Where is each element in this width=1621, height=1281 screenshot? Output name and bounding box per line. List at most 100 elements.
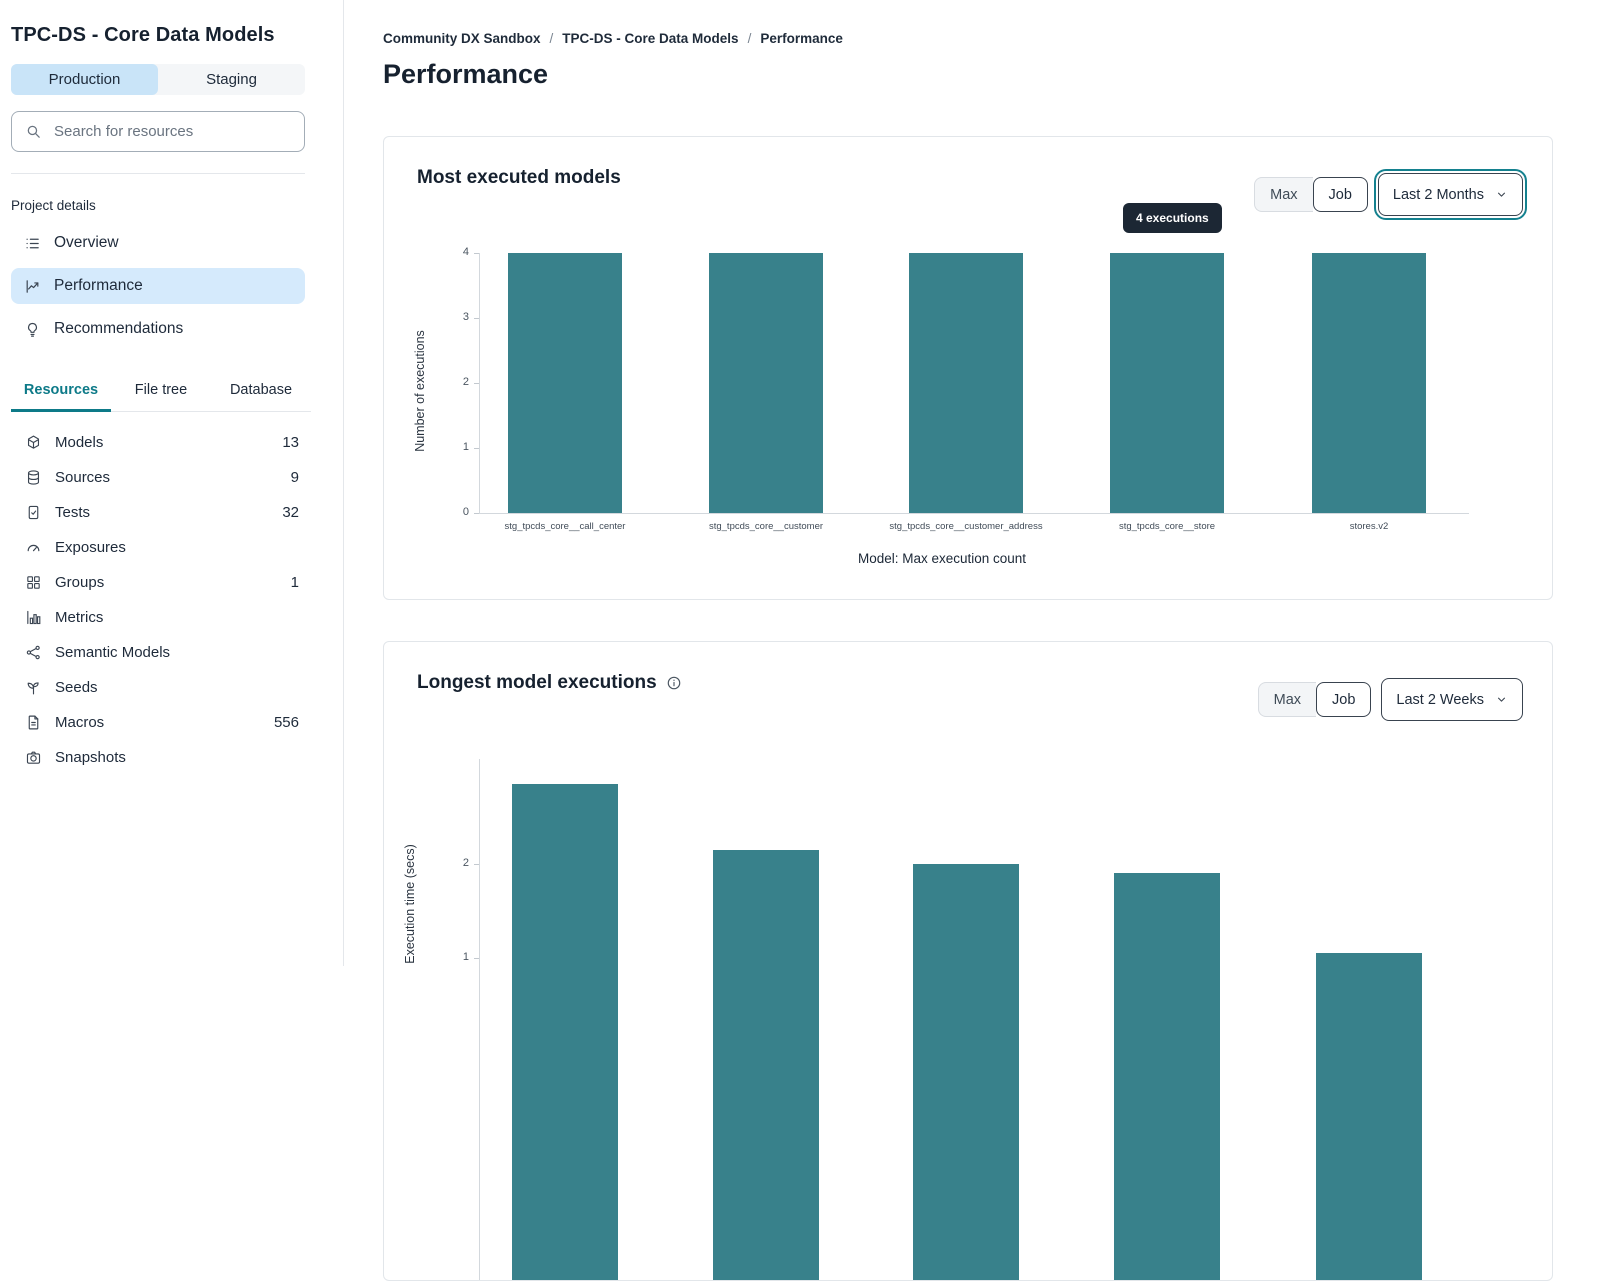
- sidebar-divider: [11, 173, 305, 174]
- chart-bar[interactable]: [508, 253, 622, 513]
- y-axis-line: [479, 253, 480, 513]
- y-tick-mark: [474, 513, 479, 514]
- nav-item-overview[interactable]: Overview: [11, 225, 305, 261]
- tooltip-text: 4 executions: [1136, 211, 1209, 225]
- line-chart-icon: [24, 278, 41, 295]
- lightbulb-icon: [24, 321, 41, 338]
- x-tick-label: stg_tpcds_core__store: [1118, 521, 1216, 532]
- y-tick-mark: [474, 318, 479, 319]
- resource-label: Groups: [55, 574, 105, 591]
- nav-item-recommendations[interactable]: Recommendations: [11, 311, 305, 347]
- resource-label: Tests: [55, 504, 91, 521]
- breadcrumb: Community DX Sandbox / TPC-DS - Core Dat…: [383, 31, 843, 46]
- clipboard-check-icon: [25, 504, 42, 521]
- environment-toggle: Production Staging: [11, 64, 305, 95]
- chevron-down-icon: [1495, 693, 1508, 706]
- list-icon: [24, 235, 41, 252]
- chart-bar[interactable]: [909, 253, 1023, 513]
- resource-item-metrics[interactable]: Metrics: [11, 600, 311, 635]
- resource-item-exposures[interactable]: Exposures: [11, 530, 311, 565]
- resource-search[interactable]: [11, 111, 305, 152]
- resource-label: Exposures: [55, 539, 126, 556]
- nav-item-label: Recommendations: [54, 320, 184, 337]
- resource-item-seeds[interactable]: Seeds: [11, 670, 311, 705]
- resource-count: 13: [282, 434, 299, 451]
- nav-item-label: Overview: [54, 234, 119, 251]
- chart-bar[interactable]: [512, 784, 618, 1280]
- grid-icon: [25, 574, 42, 591]
- resource-item-groups[interactable]: Groups 1: [11, 565, 311, 600]
- chart-title-text: Most executed models: [417, 167, 621, 188]
- info-icon[interactable]: [666, 675, 682, 691]
- resource-item-sources[interactable]: Sources 9: [11, 460, 311, 495]
- y-tick-mark: [474, 253, 479, 254]
- resource-item-semantic-models[interactable]: Semantic Models: [11, 635, 311, 670]
- resource-item-tests[interactable]: Tests 32: [11, 495, 311, 530]
- env-tab-staging[interactable]: Staging: [158, 64, 305, 95]
- project-details-label: Project details: [11, 198, 96, 213]
- breadcrumb-account[interactable]: Community DX Sandbox: [383, 31, 541, 46]
- bar-chart-icon: [25, 609, 42, 626]
- chart-bar[interactable]: [1312, 253, 1426, 513]
- tab-file-tree[interactable]: File tree: [111, 372, 211, 411]
- seedling-icon: [25, 679, 42, 696]
- resource-label: Macros: [55, 714, 105, 731]
- longest-executions-card: Longest model executions Max Job Last 2 …: [383, 641, 1553, 1281]
- x-tick-label: stg_tpcds_core__call_center: [504, 521, 626, 532]
- chart-bar[interactable]: [709, 253, 823, 513]
- project-title: TPC-DS - Core Data Models: [11, 24, 275, 46]
- time-range-value: Last 2 Months: [1392, 186, 1484, 203]
- main-content: Community DX Sandbox / TPC-DS - Core Dat…: [344, 0, 1621, 1281]
- breadcrumb-separator: /: [549, 31, 554, 46]
- env-tab-production[interactable]: Production: [11, 64, 158, 95]
- graph-icon: [25, 644, 42, 661]
- chart-bar[interactable]: [913, 864, 1019, 1280]
- max-toggle-button[interactable]: Max: [1257, 682, 1317, 717]
- x-axis-title: Model: Max execution count: [857, 551, 1027, 566]
- chevron-down-icon: [1495, 188, 1508, 201]
- most-executed-models-card: Most executed models Max Job Last 2 Mont…: [383, 136, 1553, 600]
- resource-label: Snapshots: [55, 749, 126, 766]
- x-tick-label: stg_tpcds_core__customer_address: [889, 521, 1043, 532]
- y-tick-mark: [474, 864, 479, 865]
- x-axis-line: [479, 513, 1469, 514]
- project-nav: Overview Performance Recommendations: [11, 225, 332, 347]
- chart-bar[interactable]: [1114, 873, 1220, 1280]
- x-tick-label: stores.v2: [1349, 521, 1389, 532]
- max-toggle-button[interactable]: Max: [1254, 177, 1313, 212]
- executions-bar-chart: 0 1 2 3 4 stg_tpcds_core__call_center stg_tpcd…: [384, 137, 1552, 599]
- resource-label: Models: [55, 434, 104, 451]
- y-tick-label: 1: [462, 951, 469, 963]
- resource-item-snapshots[interactable]: Snapshots: [11, 740, 311, 775]
- y-tick-mark: [474, 448, 479, 449]
- chart-bar[interactable]: [1110, 253, 1224, 513]
- tab-resources[interactable]: Resources: [11, 372, 111, 412]
- search-input[interactable]: [52, 122, 291, 141]
- time-range-select[interactable]: Last 2 Months: [1373, 169, 1528, 220]
- breadcrumb-project[interactable]: TPC-DS - Core Data Models: [562, 31, 739, 46]
- chart-tooltip: 4 executions: [1123, 203, 1222, 233]
- chart-title: Most executed models: [417, 167, 621, 189]
- tab-database[interactable]: Database: [211, 372, 311, 411]
- page-title: Performance: [383, 59, 549, 89]
- chart-bar[interactable]: [1316, 953, 1422, 1280]
- job-toggle-button[interactable]: Job: [1312, 177, 1368, 212]
- execution-time-bar-chart: 1 2 Execution time (secs): [384, 642, 1552, 1280]
- y-axis-line: [479, 759, 480, 1280]
- nav-item-performance[interactable]: Performance: [11, 268, 305, 304]
- search-icon: [25, 123, 42, 140]
- chart-bar[interactable]: [713, 849, 819, 1280]
- cube-icon: [25, 434, 42, 451]
- y-tick-label: 0: [462, 506, 469, 518]
- resource-item-models[interactable]: Models 13: [11, 425, 311, 460]
- breadcrumb-current: Performance: [760, 31, 843, 46]
- nav-item-label: Performance: [54, 277, 143, 294]
- time-range-select[interactable]: Last 2 Weeks: [1381, 678, 1523, 721]
- resource-item-macros[interactable]: Macros 556: [11, 705, 311, 740]
- resource-count: 9: [290, 469, 299, 486]
- resource-tabs: Resources File tree Database: [11, 372, 311, 412]
- job-toggle-button[interactable]: Job: [1316, 682, 1372, 717]
- y-tick-label: 2: [462, 376, 469, 388]
- project-sidebar: TPC-DS - Core Data Models Production Sta…: [0, 0, 344, 966]
- database-icon: [25, 469, 42, 486]
